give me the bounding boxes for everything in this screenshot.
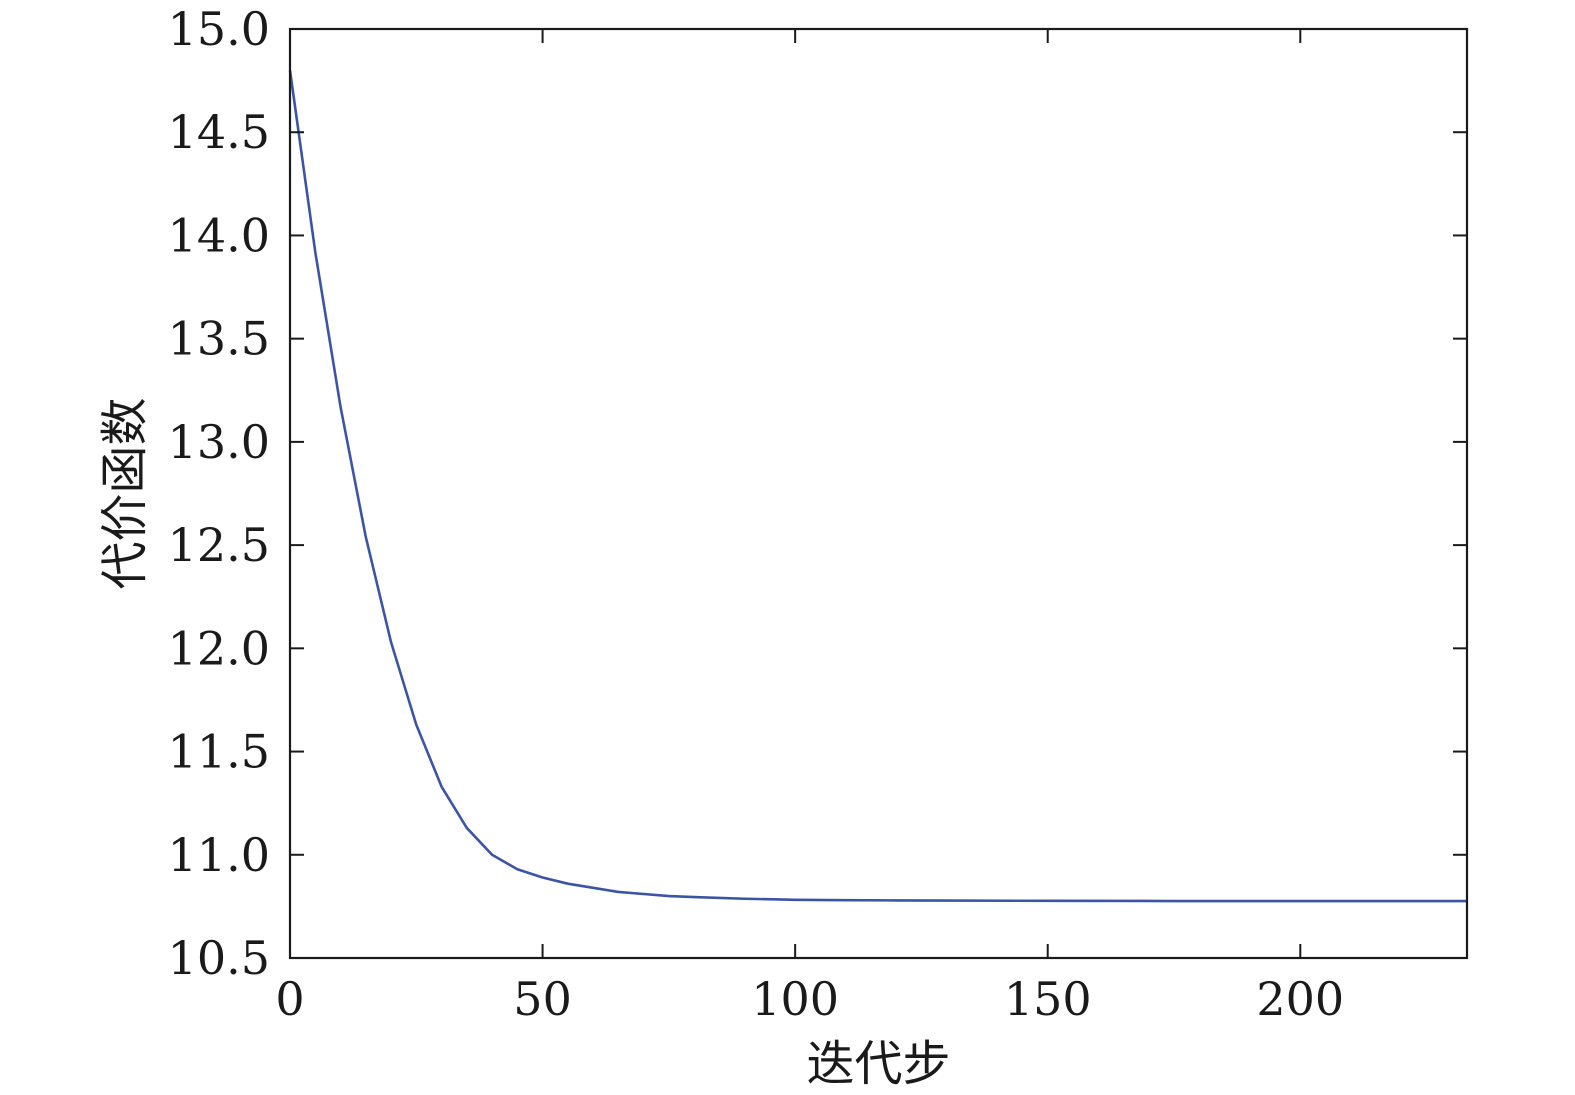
y-axis-label: 代价函数 <box>97 397 153 589</box>
y-tick-label: 10.5 <box>168 931 270 985</box>
y-tick-label: 11.5 <box>168 725 270 779</box>
plot-frame <box>288 27 1469 960</box>
y-tick-label: 14.5 <box>168 105 270 159</box>
x-tick-label: 100 <box>751 972 839 1026</box>
series-line-0 <box>288 70 1467 903</box>
x-axis-label: 迭代步 <box>806 1036 950 1092</box>
y-tick-label: 15.0 <box>168 2 270 56</box>
y-tick-label: 12.0 <box>168 621 270 675</box>
x-tick-label: 200 <box>1256 972 1344 1026</box>
x-tick-label: 0 <box>275 972 304 1026</box>
x-tick-label: 50 <box>513 972 572 1026</box>
plot-area <box>288 70 1467 903</box>
y-tick-label: 11.0 <box>168 828 270 882</box>
y-tick-label: 13.0 <box>168 415 270 469</box>
axes: 0 50 100 150 200 10.5 11.0 11.5 12.0 12.5 13.0 13.5… <box>168 2 1469 1026</box>
x-tick-label: 150 <box>1004 972 1092 1026</box>
y-tick-label: 13.5 <box>168 312 270 366</box>
y-tick-label: 14.0 <box>168 208 270 262</box>
y-tick-label: 12.5 <box>168 518 270 572</box>
